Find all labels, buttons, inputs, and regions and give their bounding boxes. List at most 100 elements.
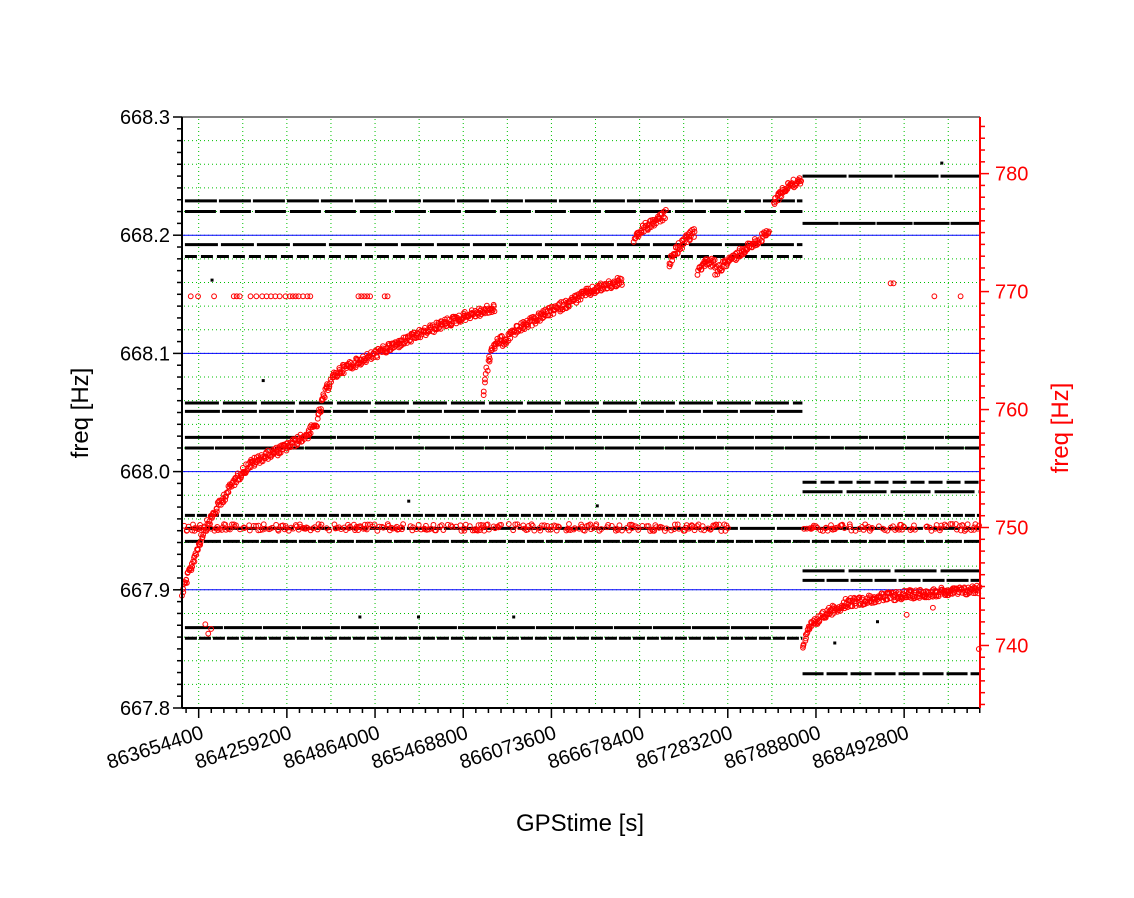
red-point <box>418 526 424 533</box>
red-point <box>570 526 577 533</box>
red-point <box>305 435 311 442</box>
red-point <box>490 301 497 308</box>
red-point <box>672 250 679 257</box>
black-point <box>512 615 516 619</box>
red-point <box>892 527 898 533</box>
y-tick-label: 668.2 <box>120 225 170 247</box>
red-point <box>318 406 324 412</box>
red-point <box>681 240 687 247</box>
red-point <box>846 521 853 528</box>
red-point <box>328 379 334 385</box>
red-point <box>529 522 536 529</box>
red-point <box>408 338 414 345</box>
red-point <box>195 293 201 300</box>
red-point <box>903 611 910 618</box>
red-point <box>318 521 325 528</box>
red-point <box>223 493 229 500</box>
red-point <box>307 430 314 437</box>
red-point <box>253 293 260 300</box>
red-point <box>466 523 473 529</box>
red-point <box>423 522 429 529</box>
red-point <box>358 293 365 300</box>
red-point <box>314 423 320 430</box>
red-point <box>798 178 805 184</box>
red-point <box>317 409 324 415</box>
red-point <box>959 522 966 528</box>
red-point <box>847 595 854 601</box>
red-point <box>816 618 823 625</box>
red-point <box>367 293 373 300</box>
red-point <box>663 525 670 532</box>
reference-lines <box>182 234 980 591</box>
red-point <box>289 436 296 443</box>
red-point <box>462 317 469 324</box>
red-point <box>645 523 652 529</box>
red-point <box>486 526 492 533</box>
red-point <box>457 522 464 529</box>
red-point <box>971 526 977 533</box>
red-point <box>231 523 238 530</box>
red-point <box>510 527 517 534</box>
red-point <box>686 237 693 243</box>
red-point <box>183 580 190 586</box>
red-point <box>374 354 381 361</box>
red-point <box>495 340 502 347</box>
red-point <box>461 527 468 534</box>
red-point <box>486 358 493 365</box>
red-point <box>676 525 682 532</box>
red-point <box>417 334 424 341</box>
black-point <box>261 379 265 383</box>
red-point <box>662 206 669 213</box>
y2-tick-label: 780 <box>995 164 1028 186</box>
red-point <box>246 527 253 534</box>
red-point <box>438 522 445 529</box>
red-point <box>194 525 201 532</box>
red-point <box>930 604 936 611</box>
red-point <box>766 228 772 235</box>
red-point <box>202 621 209 628</box>
red-point <box>618 276 625 282</box>
red-point <box>556 524 562 530</box>
red-point <box>505 521 512 527</box>
red-point <box>482 379 488 386</box>
red-point <box>823 524 829 531</box>
red-point <box>228 483 235 490</box>
red-point <box>868 525 875 532</box>
red-point <box>189 563 196 570</box>
red-point <box>660 214 667 220</box>
red-point <box>668 527 675 534</box>
red-point <box>815 619 821 626</box>
red-point <box>240 524 247 531</box>
red-point <box>577 296 584 303</box>
red-point <box>485 357 492 364</box>
red-point <box>289 293 296 300</box>
black-point <box>210 278 214 282</box>
red-point <box>849 603 856 610</box>
red-point <box>482 376 488 383</box>
red-point <box>231 482 238 489</box>
red-point <box>711 256 718 263</box>
red-point <box>478 522 484 528</box>
red-point <box>480 392 487 399</box>
red-point <box>498 521 504 528</box>
red-point <box>605 522 611 528</box>
red-point <box>708 255 715 262</box>
red-point <box>887 280 894 287</box>
red-point <box>964 521 971 528</box>
red-point <box>204 525 211 532</box>
red-point <box>841 525 848 531</box>
red-point <box>430 521 437 528</box>
red-point <box>544 522 551 529</box>
red-point <box>384 293 391 300</box>
red-point <box>197 524 204 531</box>
red-point <box>400 521 407 528</box>
red-point <box>724 525 731 531</box>
red-point <box>541 522 548 529</box>
red-point <box>662 215 668 222</box>
red-point <box>616 522 623 529</box>
red-point <box>812 523 819 530</box>
red-point <box>233 293 240 300</box>
red-point <box>398 526 405 533</box>
red-point <box>912 526 918 533</box>
